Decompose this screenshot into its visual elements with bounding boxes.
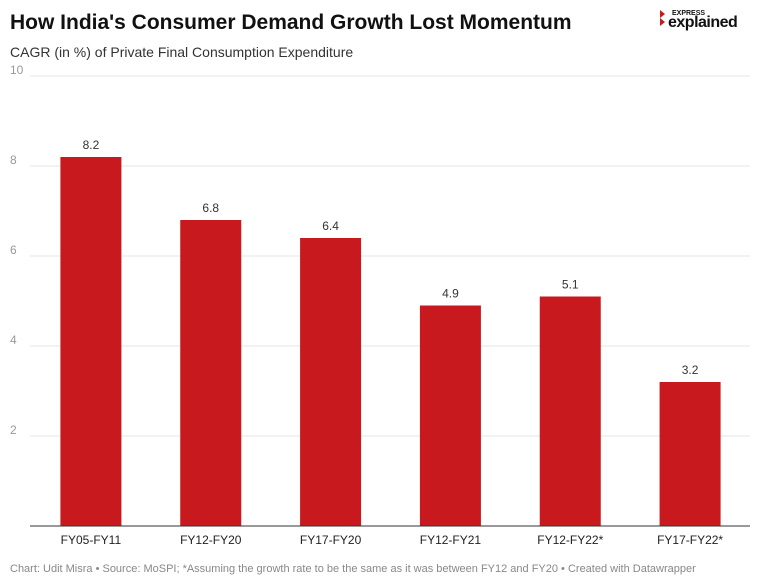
x-tick-label: FY12-FY21 [420,533,482,547]
x-tick-label: FY05-FY11 [61,533,122,547]
logo-top: EXPRESS [672,10,705,17]
value-label: 6.8 [202,201,219,215]
x-tick-label: FY12-FY22* [537,533,603,547]
value-label: 6.4 [322,219,339,233]
value-label: 4.9 [442,287,459,301]
bar [180,220,242,526]
value-label: 3.2 [682,363,699,377]
y-tick-label: 4 [10,333,17,347]
value-label: 8.2 [83,138,100,152]
chart-subtitle: CAGR (in %) of Private Final Consumption… [10,44,353,60]
y-tick-label: 10 [10,63,24,77]
footer: Chart: Udit Misra • Source: MoSPI; *Assu… [10,563,696,575]
bar [419,305,481,526]
bar [659,382,721,526]
logo-mark [660,10,665,26]
logo-bottom: explained [668,14,737,31]
x-tick-label: FY17-FY22* [657,533,723,547]
value-label: 5.1 [562,278,579,292]
bar [300,238,362,526]
bar [60,157,122,526]
x-tick-label: FY12-FY20 [180,533,242,547]
y-tick-label: 6 [10,243,17,257]
bar [539,296,601,526]
y-tick-label: 8 [10,153,17,167]
x-tick-label: FY17-FY20 [300,533,362,547]
logo: EXPRESS explained [660,10,738,31]
y-tick-label: 2 [10,423,17,437]
chart-title: How India's Consumer Demand Growth Lost … [10,11,572,34]
